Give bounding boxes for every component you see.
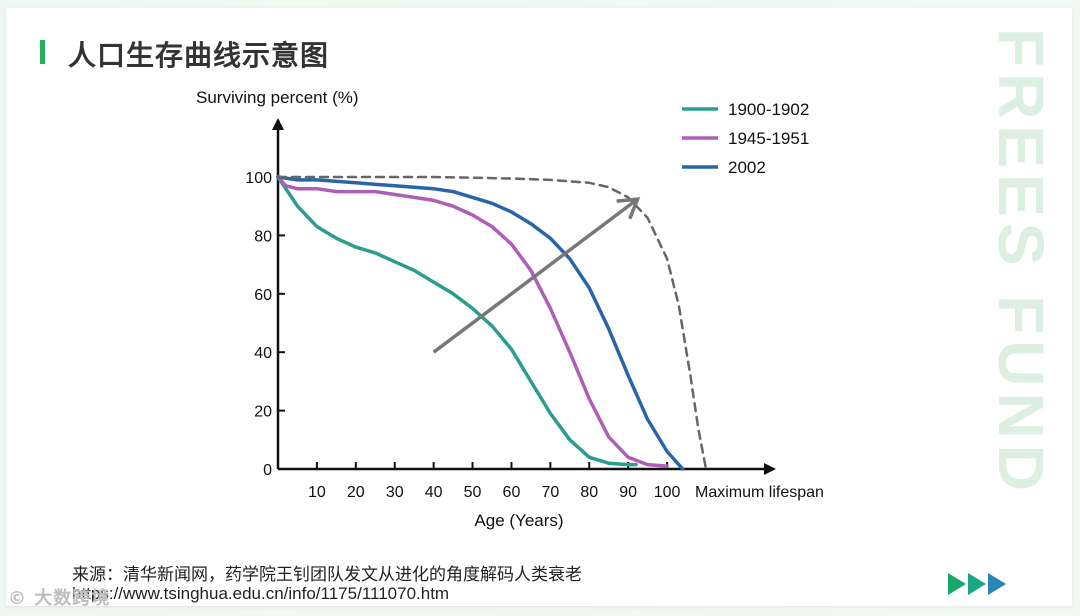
- x-tick-label: 70: [541, 484, 559, 501]
- survival-chart: 0 20 40 60 80 100 10 20 30 40 50 60 70 80 90 100 1900-1…: [196, 88, 824, 530]
- series-line-1900-1902: [276, 175, 638, 467]
- legend-label: 1900-1902: [728, 100, 809, 119]
- x-tick-label: 20: [347, 484, 365, 501]
- nav-arrow-1: [948, 573, 966, 595]
- nav-arrow-3: [988, 573, 1006, 595]
- triple-chevron-right-icon[interactable]: [946, 571, 1006, 601]
- x-tick-label: 10: [308, 484, 326, 501]
- title-accent-bar: [40, 40, 45, 64]
- x-tick-label: 90: [619, 484, 637, 501]
- legend-label: 1945-1951: [728, 129, 809, 148]
- series-line-2002: [276, 175, 685, 471]
- y-tick-label: 60: [254, 287, 272, 304]
- slide: 人口生存曲线示意图 FREES FUND 0 20 40 60 80 100 10 20 30 4…: [6, 8, 1072, 606]
- x-tick-label: 30: [386, 484, 404, 501]
- circle-c-icon: ©: [8, 588, 27, 609]
- series-line-1945-1951: [276, 175, 669, 468]
- x-tick-label: 60: [503, 484, 521, 501]
- max-lifespan-label: Maximum lifespan: [695, 484, 824, 501]
- x-tick-label: 40: [425, 484, 443, 501]
- trend-arrow: [432, 197, 641, 354]
- source-url[interactable]: https://www.tsinghua.edu.cn/info/1175/11…: [72, 584, 450, 603]
- y-tick-label: 0: [263, 462, 272, 479]
- nav-arrow-2: [968, 573, 986, 595]
- source-citation: 来源：清华新闻网，药学院王钊团队发文从进化的角度解码人类衰老: [72, 565, 582, 585]
- y-tick-label: 20: [254, 404, 272, 421]
- logo-text: 大数跨境: [34, 588, 111, 609]
- y-tick-label: 100: [245, 170, 272, 187]
- y-axis-label: Surviving percent (%): [196, 88, 359, 107]
- y-tick-label: 80: [254, 228, 272, 245]
- page-title: 人口生存曲线示意图: [68, 39, 330, 72]
- series-line-max-lifespan: [276, 175, 708, 471]
- y-tick-label: 40: [254, 345, 272, 362]
- logo: © 大数跨境: [8, 584, 110, 610]
- x-tick-label: 100: [654, 484, 681, 501]
- watermark: FREES FUND: [985, 28, 1057, 497]
- x-axis-label: Age (Years): [474, 511, 563, 530]
- legend-label: 2002: [728, 158, 766, 177]
- x-tick-label: 80: [580, 484, 598, 501]
- x-tick-label: 50: [464, 484, 482, 501]
